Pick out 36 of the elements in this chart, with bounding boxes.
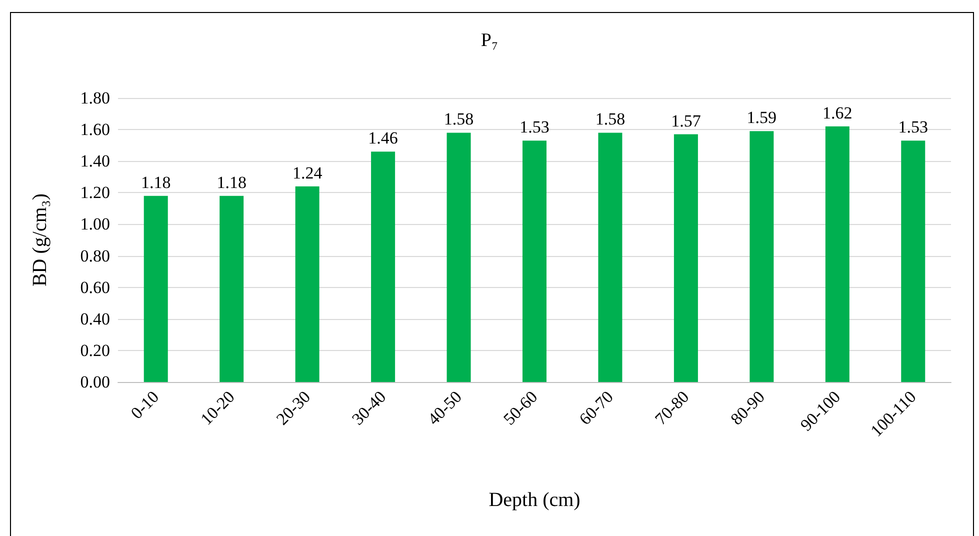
chart-title: P₇ [480, 30, 498, 51]
bar [371, 152, 396, 382]
y-tick-label: 1.80 [80, 88, 110, 108]
data-label: 1.59 [746, 108, 777, 128]
y-tick-label: 1.00 [80, 214, 110, 234]
data-label: 1.53 [898, 118, 928, 137]
y-tick-label: 0.20 [80, 340, 110, 360]
y-tick-label: 0.40 [80, 309, 110, 328]
y-tick-label: 0.60 [80, 278, 110, 297]
bar [144, 196, 168, 382]
y-tick-label: 0.00 [80, 372, 110, 392]
data-label: 1.58 [595, 110, 626, 129]
bar [750, 131, 774, 382]
data-label: 1.62 [822, 103, 852, 122]
data-label: 1.57 [671, 111, 702, 130]
data-label: 1.53 [520, 118, 550, 137]
y-tick-label: 1.60 [80, 120, 110, 140]
y-axis-title: BD (g/cm₃) [29, 193, 51, 287]
bar [220, 196, 244, 382]
data-label: 1.24 [292, 163, 323, 182]
x-tick-label: 0-10 [127, 387, 163, 423]
bar [446, 132, 471, 382]
y-tick-label: 0.80 [80, 246, 110, 266]
y-tick-label: 1.40 [80, 152, 110, 171]
data-label: 1.18 [216, 172, 246, 192]
bar [522, 140, 546, 382]
data-label: 1.58 [444, 110, 474, 129]
bar [901, 140, 926, 382]
bar [598, 132, 622, 382]
data-label: 1.18 [140, 172, 171, 192]
bar [295, 186, 320, 382]
bar [674, 134, 698, 382]
y-tick-label: 1.20 [80, 183, 110, 202]
data-label: 1.46 [368, 128, 398, 148]
bar [825, 126, 850, 382]
x-axis-title: Depth (cm) [488, 489, 580, 511]
